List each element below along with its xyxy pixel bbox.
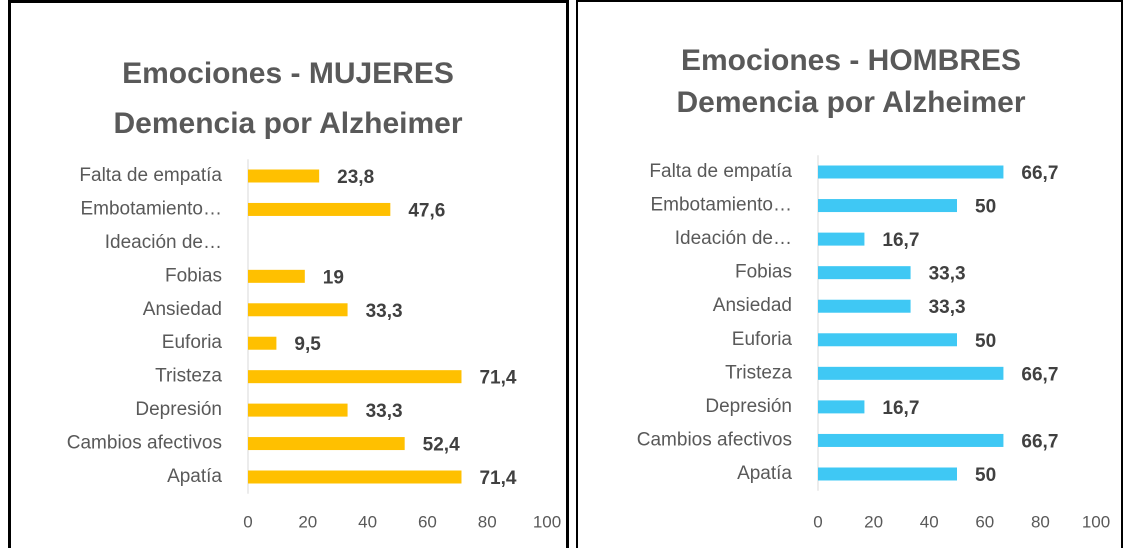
value-label: 52,4 bbox=[423, 435, 460, 456]
category-label: Falta de empatía bbox=[649, 161, 792, 182]
category-label: Embotamiento… bbox=[650, 195, 792, 216]
category-label: Ideación de… bbox=[675, 228, 792, 249]
category-label: Ansiedad bbox=[143, 299, 222, 320]
category-label: Embotamiento… bbox=[80, 198, 222, 219]
value-label: 66,7 bbox=[1021, 364, 1058, 385]
bar bbox=[818, 333, 957, 347]
value-label: 66,7 bbox=[1021, 163, 1058, 184]
bar bbox=[248, 303, 348, 317]
category-label: Ansiedad bbox=[713, 295, 792, 316]
value-label: 50 bbox=[975, 465, 996, 486]
bar bbox=[248, 403, 348, 417]
bar bbox=[818, 199, 957, 213]
chart-title: Emociones - MUJERES bbox=[122, 57, 454, 90]
category-label: Euforia bbox=[162, 332, 223, 353]
bar bbox=[248, 169, 320, 183]
value-label: 33,3 bbox=[366, 401, 403, 422]
value-label: 33,3 bbox=[366, 301, 403, 322]
value-label: 66,7 bbox=[1021, 431, 1058, 452]
bar bbox=[818, 433, 1004, 447]
x-tick-label: 0 bbox=[813, 512, 822, 531]
x-tick-label: 60 bbox=[418, 512, 437, 531]
x-tick-label: 20 bbox=[298, 512, 317, 531]
category-label: Fobias bbox=[165, 265, 222, 286]
bar bbox=[818, 266, 911, 280]
bar bbox=[818, 299, 911, 313]
x-tick-label: 0 bbox=[243, 512, 252, 531]
value-label: 50 bbox=[975, 331, 996, 352]
x-tick-label: 20 bbox=[864, 512, 883, 531]
category-label: Depresión bbox=[705, 396, 792, 417]
bar bbox=[248, 269, 305, 283]
category-label: Apatía bbox=[737, 463, 792, 484]
category-label: Apatía bbox=[167, 466, 222, 487]
value-label: 23,8 bbox=[337, 167, 374, 188]
value-label: 16,7 bbox=[882, 230, 919, 251]
category-label: Euforia bbox=[732, 329, 793, 350]
chart-title: Emociones - HOMBRES bbox=[681, 44, 1021, 77]
bar bbox=[818, 467, 957, 481]
value-label: 33,3 bbox=[929, 297, 966, 318]
value-label: 16,7 bbox=[882, 398, 919, 419]
chart-subtitle: Demencia por Alzheimer bbox=[677, 86, 1026, 119]
bar bbox=[248, 336, 277, 350]
value-label: 71,4 bbox=[479, 468, 516, 489]
x-tick-label: 40 bbox=[920, 512, 939, 531]
category-label: Tristeza bbox=[725, 362, 792, 383]
value-label: 47,6 bbox=[408, 200, 445, 221]
value-label: 19 bbox=[323, 267, 344, 288]
x-tick-label: 100 bbox=[1082, 512, 1110, 531]
x-tick-label: 80 bbox=[1031, 512, 1050, 531]
bar bbox=[248, 370, 462, 384]
right-panel-border bbox=[576, 0, 1123, 548]
x-tick-label: 100 bbox=[533, 512, 561, 531]
x-tick-label: 60 bbox=[975, 512, 994, 531]
bar bbox=[248, 470, 462, 484]
value-label: 9,5 bbox=[294, 334, 321, 355]
bar bbox=[248, 437, 405, 451]
value-label: 50 bbox=[975, 197, 996, 218]
bar bbox=[818, 165, 1004, 179]
category-label: Cambios afectivos bbox=[67, 433, 222, 454]
category-label: Depresión bbox=[135, 399, 222, 420]
bar bbox=[818, 232, 865, 246]
category-label: Falta de empatía bbox=[79, 165, 222, 186]
category-label: Fobias bbox=[735, 262, 792, 283]
chart-subtitle: Demencia por Alzheimer bbox=[114, 107, 463, 140]
x-tick-label: 40 bbox=[358, 512, 377, 531]
category-label: Cambios afectivos bbox=[637, 429, 792, 450]
category-label: Ideación de… bbox=[105, 232, 222, 253]
category-label: Tristeza bbox=[155, 366, 222, 387]
left-panel-border bbox=[8, 0, 569, 548]
bar bbox=[818, 400, 865, 414]
x-tick-label: 80 bbox=[478, 512, 497, 531]
value-label: 71,4 bbox=[479, 368, 516, 389]
bar bbox=[248, 202, 391, 216]
value-label: 33,3 bbox=[929, 264, 966, 285]
bar bbox=[818, 366, 1004, 380]
